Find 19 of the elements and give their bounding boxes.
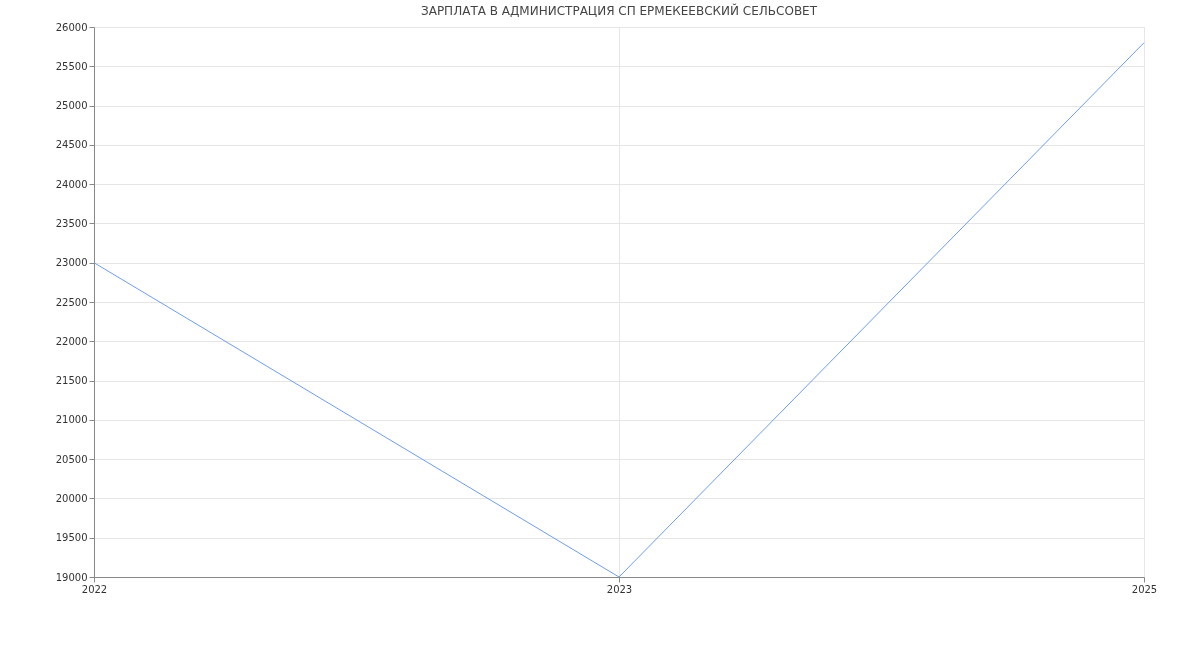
x-tick-label: 2022 <box>81 583 108 595</box>
y-tick-label: 24000 <box>55 178 88 190</box>
chart-title: ЗАРПЛАТА В АДМИНИСТРАЦИЯ СП ЕРМЕКЕЕВСКИЙ СЕЛЬСОВЕТ <box>420 3 818 18</box>
y-tick-label: 20000 <box>55 492 88 504</box>
y-tick-label: 21500 <box>55 375 88 387</box>
y-tick-label: 19500 <box>55 532 88 544</box>
y-tick-label: 26000 <box>55 21 88 33</box>
x-tick-label: 2023 <box>606 583 633 595</box>
y-tick-label: 23000 <box>55 257 88 269</box>
x-tick-label: 2025 <box>1131 583 1158 595</box>
y-tick-label: 25000 <box>55 100 88 112</box>
y-tick-label: 22000 <box>55 335 88 347</box>
y-tick-label: 19000 <box>55 571 88 583</box>
y-tick-label: 20500 <box>55 453 88 465</box>
y-tick-label: 21000 <box>55 414 88 426</box>
y-tick-label: 24500 <box>55 139 88 151</box>
y-tick-label: 22500 <box>55 296 88 308</box>
y-tick-label: 23500 <box>55 217 88 229</box>
y-tick-label: 25500 <box>55 60 88 72</box>
